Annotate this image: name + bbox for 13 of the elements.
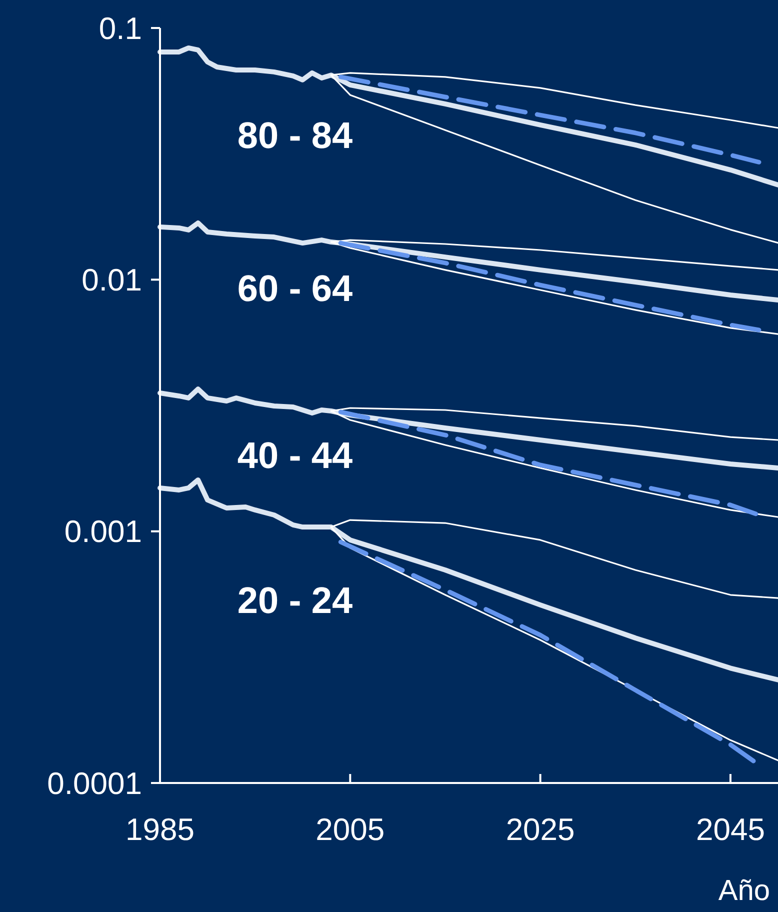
x-tick-label: 2025 [506, 812, 575, 847]
annotation: 60 - 64 [237, 268, 354, 309]
y-tick-label: 0.1 [98, 10, 142, 46]
annotation: 20 - 24 [237, 580, 354, 621]
x-tick-label: 1985 [126, 812, 194, 847]
annotation: 40 - 44 [237, 434, 354, 476]
y-tick-label: 0.001 [64, 514, 142, 550]
x-axis-title: Año [718, 875, 770, 907]
x-tick-label: 2005 [316, 812, 385, 847]
annotation: 80 - 84 [237, 114, 354, 156]
x-tick-label: 2045 [696, 812, 765, 847]
y-tick-label: 0.0001 [47, 766, 142, 801]
y-tick-label: 0.01 [82, 262, 142, 298]
